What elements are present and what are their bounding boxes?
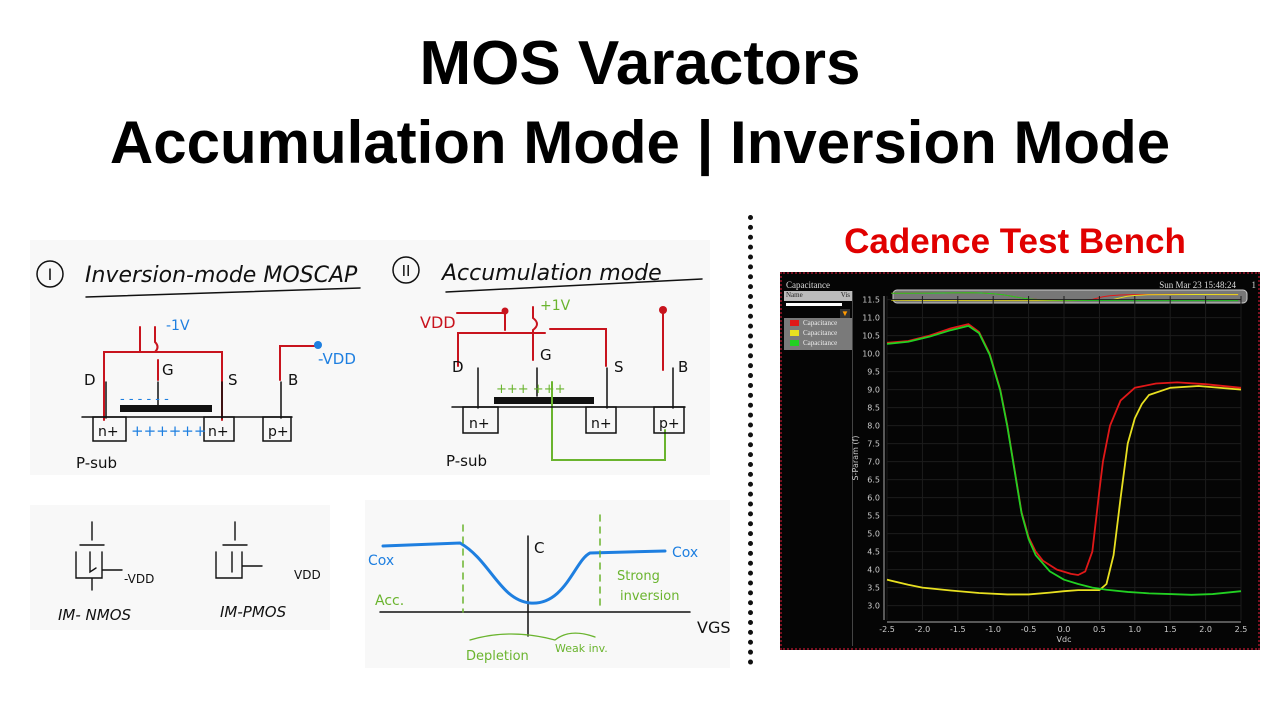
red-wiring (103, 326, 223, 421)
number-circle (36, 260, 64, 288)
swatch-icon (790, 330, 799, 336)
filter-icon[interactable]: ▼ (840, 309, 850, 318)
n-plus-left: n+ (98, 424, 119, 440)
terminal-s: S (614, 358, 624, 376)
weak-inversion-label: Weak inv. (555, 642, 608, 655)
legend-label: Capacitance (803, 329, 838, 337)
terminal-s: S (228, 371, 238, 389)
channel-charge: ++++++ (131, 422, 206, 440)
corner-label: 1 (1251, 280, 1257, 290)
legend-label: Capacitance (803, 319, 838, 327)
legend-item[interactable]: Capacitance (784, 328, 852, 338)
substrate-label: P-sub (446, 452, 487, 470)
gate-oxide (494, 397, 594, 404)
panel-number: I (48, 265, 53, 284)
timestamp: Sun Mar 23 15:48:24 (1159, 280, 1236, 290)
p-plus: p+ (659, 416, 680, 432)
legend-header: Name Vis (784, 291, 852, 301)
gate-oxide (120, 405, 212, 412)
gate-voltage: -1V (166, 318, 190, 334)
n-plus-right: n+ (208, 424, 229, 440)
inversion-label: inversion (620, 589, 679, 604)
legend-item[interactable]: Capacitance (784, 338, 852, 348)
nmos-label: IM- NMOS (58, 606, 132, 624)
cv-sketch: C VGS Cox Cox Acc. Strong inversion Depl… (368, 514, 731, 664)
panel-heading: Accumulation mode (440, 261, 662, 286)
cv-sketch-panel-bg (365, 500, 730, 668)
heading-underline (85, 287, 361, 298)
cox-left: Cox (368, 553, 394, 569)
legend-name-column[interactable]: Name (786, 291, 803, 299)
nmos-symbol (75, 521, 123, 591)
title-line-1: MOS Varactors (419, 29, 861, 98)
terminal-g: G (162, 361, 174, 379)
depletion-label: Depletion (466, 649, 529, 664)
terminal-d: D (84, 371, 96, 389)
swatch-icon (790, 340, 799, 346)
legend-search-input[interactable] (786, 303, 842, 306)
window-title: Capacitance (786, 280, 830, 290)
swatch-icon (790, 320, 799, 326)
panel-heading: Inversion-mode MOSCAP (85, 263, 358, 288)
dotted-separator (748, 215, 753, 665)
bulk-terminal-dot (314, 341, 322, 349)
cadence-heading: Cadence Test Bench (844, 222, 1186, 261)
terminal-d: D (452, 358, 464, 376)
gate-voltage: +1V (540, 298, 571, 314)
red-wiring (456, 306, 664, 371)
legend-item[interactable]: Capacitance (784, 318, 852, 328)
vdd-label: VDD (420, 313, 456, 332)
pmos-symbol (215, 521, 263, 579)
vgs-axis-label: VGS (697, 618, 731, 637)
terminal-b: B (678, 358, 688, 376)
pmos-voltage: VDD (294, 568, 321, 582)
p-plus: p+ (268, 424, 289, 440)
legend-vis-column[interactable]: Vis (840, 291, 850, 299)
substrate-label: P-sub (76, 454, 117, 472)
c-axis-label: C (534, 539, 544, 557)
axes (379, 535, 691, 637)
accumulation-mode-diagram: II Accumulation mode VDD +1V D G S B +++… (392, 256, 703, 470)
n-plus-right: n+ (591, 416, 612, 432)
title-line-2: Accumulation Mode | Inversion Mode (109, 109, 1171, 176)
symbols-panel-bg (30, 505, 330, 630)
terminal-b: B (288, 371, 298, 389)
legend-label: Capacitance (803, 339, 838, 347)
cox-right: Cox (672, 545, 698, 561)
terminal-g: G (540, 346, 552, 364)
accumulation-panel-bg (370, 240, 710, 475)
mos-symbols: -VDD VDD IM- NMOS IM-PMOS (58, 521, 321, 624)
strong-label: Strong (617, 569, 660, 584)
inversion-panel-bg (30, 240, 370, 475)
bulk-voltage: -VDD (318, 350, 356, 368)
gate-charge: +++ +++ (496, 382, 566, 397)
cv-curve (381, 541, 667, 605)
acc-label: Acc. (375, 593, 404, 609)
pmos-label: IM-PMOS (220, 603, 287, 621)
panel-number: II (402, 262, 411, 280)
bulk-wire (279, 345, 316, 381)
legend-list: Capacitance Capacitance Capacitance (784, 318, 852, 350)
inversion-mode-diagram: I Inversion-mode MOSCAP -1V -VDD D G S B… (36, 260, 361, 472)
nmos-voltage: -VDD (124, 572, 154, 586)
panel-divider (852, 291, 853, 646)
n-plus-left: n+ (469, 416, 490, 432)
gate-charge: - - - - - - (120, 392, 169, 407)
cadence-waveform-window: Capacitance Sun Mar 23 15:48:24 1 Name V… (780, 272, 1260, 650)
substrate-resistor-path (551, 381, 666, 461)
